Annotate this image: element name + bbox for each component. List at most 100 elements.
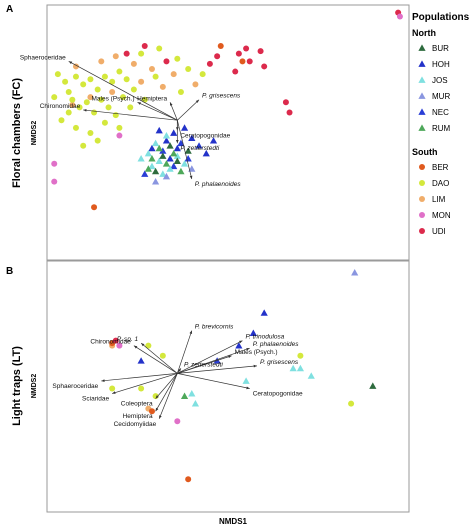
point-mon: [396, 13, 403, 20]
point-dao: [69, 96, 76, 103]
point-mon: [116, 342, 123, 349]
legend-label-mon: MON: [432, 211, 451, 220]
point-udi: [214, 53, 221, 60]
panel-a: Floral chambers (FC) NMDS2 Sphaerocerida…: [11, 4, 410, 262]
legend-marker-bur: [418, 44, 426, 51]
point-bur: [369, 382, 377, 389]
vector-arrowhead: [137, 102, 141, 105]
point-jos: [159, 170, 167, 177]
vector-label: Sphaeroceridae: [52, 383, 98, 390]
point-udi: [286, 109, 293, 116]
point-jos: [155, 157, 163, 165]
point-nec: [195, 142, 203, 149]
point-udi: [243, 45, 250, 52]
vector-arrow: [177, 355, 232, 374]
vector-arrowhead: [228, 355, 232, 359]
legend: Populations North BUR HOH JOS MUR NEC RUM South…: [412, 12, 470, 236]
vector-arrow: [176, 120, 193, 180]
vector-arrowhead: [155, 395, 159, 399]
vector-label: Cecidomyiidae: [114, 421, 157, 428]
point-nec: [159, 147, 167, 154]
point-rum: [180, 392, 189, 399]
point-mon: [51, 160, 58, 167]
point-dao: [109, 78, 116, 85]
point-dao: [348, 400, 355, 407]
legend-label-ber: BER: [432, 163, 449, 172]
point-dao: [94, 86, 101, 93]
point-jos: [296, 364, 304, 372]
point-ber: [217, 42, 224, 49]
point-dao: [109, 385, 116, 392]
vector-label: Hemiptera: [137, 95, 167, 102]
panel-a-frame: [46, 4, 410, 262]
point-dao: [91, 109, 98, 116]
legend-label-hoh: HOH: [432, 60, 450, 69]
vector-label: Chironomidae: [90, 339, 131, 346]
point-dao: [80, 142, 87, 149]
point-dao: [127, 104, 134, 111]
vector-arrowhead: [170, 102, 173, 106]
panel-b-title: Light traps (LT): [11, 346, 23, 426]
point-dao: [101, 119, 108, 126]
vector-arrow: [177, 340, 243, 374]
point-dao: [138, 385, 145, 392]
point-jos: [162, 131, 171, 139]
vector-label: P. grisescens: [202, 93, 241, 100]
point-dao: [159, 352, 166, 359]
legend-marker-nec: [418, 108, 426, 115]
vector-label: P. sp. 1: [117, 336, 139, 343]
vector-arrow: [177, 365, 257, 374]
point-hoh: [235, 342, 243, 349]
vector-arrowhead: [112, 391, 116, 394]
point-dao: [177, 89, 184, 96]
point-dao: [156, 45, 163, 52]
point-rum: [155, 144, 163, 152]
point-nec: [177, 139, 185, 147]
vector-label: Males (Psych.): [235, 349, 278, 356]
vector-arrowhead: [141, 343, 145, 347]
vector-arrow: [137, 101, 178, 121]
legend-marker-jos: [418, 76, 426, 83]
legend-title: Populations: [412, 12, 470, 23]
point-dao: [145, 342, 152, 349]
point-udi: [257, 48, 264, 55]
legend-label-dao: DAO: [432, 179, 449, 188]
vector-arrow: [158, 373, 178, 419]
point-dao: [83, 99, 90, 106]
point-hoh: [166, 155, 174, 162]
point-hoh: [209, 137, 218, 144]
point-lim: [72, 63, 79, 70]
vector-label: P. phalaenoides: [253, 341, 300, 348]
legend-marker-mon: [419, 212, 425, 218]
panel-b: Light traps (LT) NMDS2 P. brevicornisP. …: [11, 259, 410, 513]
panel-b-frame: [46, 259, 410, 513]
point-dao: [130, 86, 137, 93]
point-dao: [199, 71, 206, 78]
point-hoh: [162, 137, 171, 144]
point-mon: [116, 132, 123, 139]
point-bur: [159, 152, 167, 159]
point-dao: [62, 78, 69, 85]
point-lim: [130, 60, 137, 67]
point-rum: [170, 149, 178, 157]
legend-label-bur: BUR: [432, 44, 449, 53]
point-rum: [144, 165, 152, 172]
legend-label-rum: RUM: [432, 124, 451, 133]
point-hoh: [249, 329, 257, 336]
point-rum: [148, 155, 156, 162]
x-axis-label: NMDS1: [219, 517, 248, 526]
point-dao: [94, 137, 101, 144]
point-dao: [116, 68, 123, 75]
vector-arrow: [101, 373, 178, 382]
point-nec: [170, 162, 178, 170]
point-mon: [174, 418, 181, 425]
point-udi: [163, 58, 170, 65]
vector-label: P. brevicornis: [195, 324, 234, 331]
point-lim: [87, 94, 94, 101]
vector-arrowhead: [83, 108, 87, 112]
vector-label: Coleoptera: [121, 401, 153, 408]
panel-a-title: Floral chambers (FC): [11, 78, 23, 188]
point-ber: [91, 204, 98, 211]
vector-label: P. trinodulosa: [245, 334, 284, 341]
vector-arrow: [155, 373, 178, 399]
